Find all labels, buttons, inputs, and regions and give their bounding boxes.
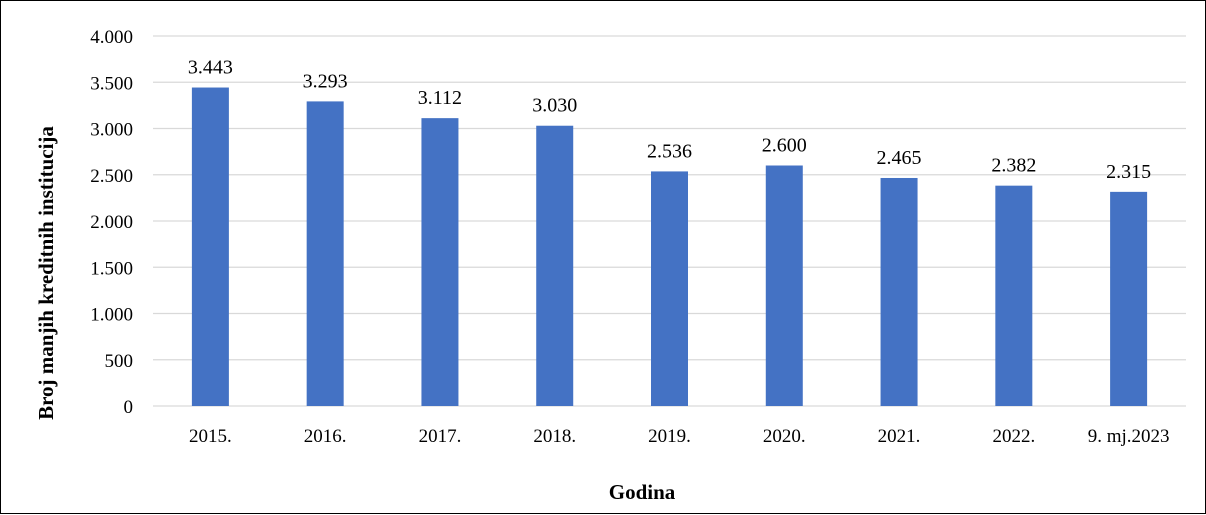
y-axis-title: Broj manjih kreditnih institucija bbox=[34, 126, 58, 420]
data-labels: 3.443 3.293 3.112 3.030 2.536 2.600 2.465 2.382… bbox=[188, 57, 1151, 183]
y-tick-label: 3.000 bbox=[90, 120, 133, 141]
data-label: 3.443 bbox=[188, 57, 233, 79]
data-label: 2.382 bbox=[991, 155, 1036, 177]
bar bbox=[191, 87, 229, 407]
bar bbox=[880, 177, 918, 406]
x-tick-label: 2021. bbox=[878, 426, 921, 447]
bar bbox=[1110, 191, 1148, 406]
bar bbox=[995, 185, 1033, 406]
x-axis-title: Godina bbox=[609, 480, 676, 504]
bar bbox=[421, 118, 459, 406]
data-label: 3.030 bbox=[532, 95, 577, 117]
y-tick-label: 2.500 bbox=[90, 166, 133, 187]
y-tick-label: 4.000 bbox=[90, 27, 133, 48]
x-tick-label: 9. mj.2023 bbox=[1088, 426, 1170, 447]
x-tick-label: 2022. bbox=[992, 426, 1035, 447]
data-label: 2.465 bbox=[877, 147, 922, 169]
y-tick-label: 0 bbox=[124, 397, 134, 418]
x-tick-label: 2015. bbox=[189, 426, 232, 447]
data-label: 2.600 bbox=[762, 135, 807, 157]
x-tick-label: 2020. bbox=[763, 426, 806, 447]
y-tick-labels: 0 500 1.000 1.500 2.000 2.500 3.000 3.500 4.000 bbox=[90, 27, 133, 418]
x-tick-label: 2018. bbox=[533, 426, 576, 447]
data-label: 2.315 bbox=[1106, 161, 1151, 183]
bars bbox=[191, 87, 1148, 407]
y-tick-label: 1.500 bbox=[90, 258, 133, 279]
y-tick-label: 3.500 bbox=[90, 73, 133, 94]
data-label: 2.536 bbox=[647, 140, 692, 162]
data-label: 3.293 bbox=[303, 70, 348, 92]
x-tick-label: 2016. bbox=[304, 426, 347, 447]
y-tick-label: 1.000 bbox=[90, 305, 133, 326]
y-tick-label: 2.000 bbox=[90, 212, 133, 233]
x-tick-label: 2017. bbox=[419, 426, 462, 447]
bar bbox=[765, 165, 803, 406]
x-tick-label: 2019. bbox=[648, 426, 691, 447]
y-tick-label: 500 bbox=[105, 351, 134, 372]
data-label: 3.112 bbox=[418, 87, 462, 109]
bar bbox=[651, 171, 688, 406]
bar bbox=[306, 101, 344, 407]
bar bbox=[536, 125, 574, 406]
x-tick-labels: 2015. 2016. 2017. 2018. 2019. 2020. 2021. 2022.… bbox=[189, 426, 1170, 447]
